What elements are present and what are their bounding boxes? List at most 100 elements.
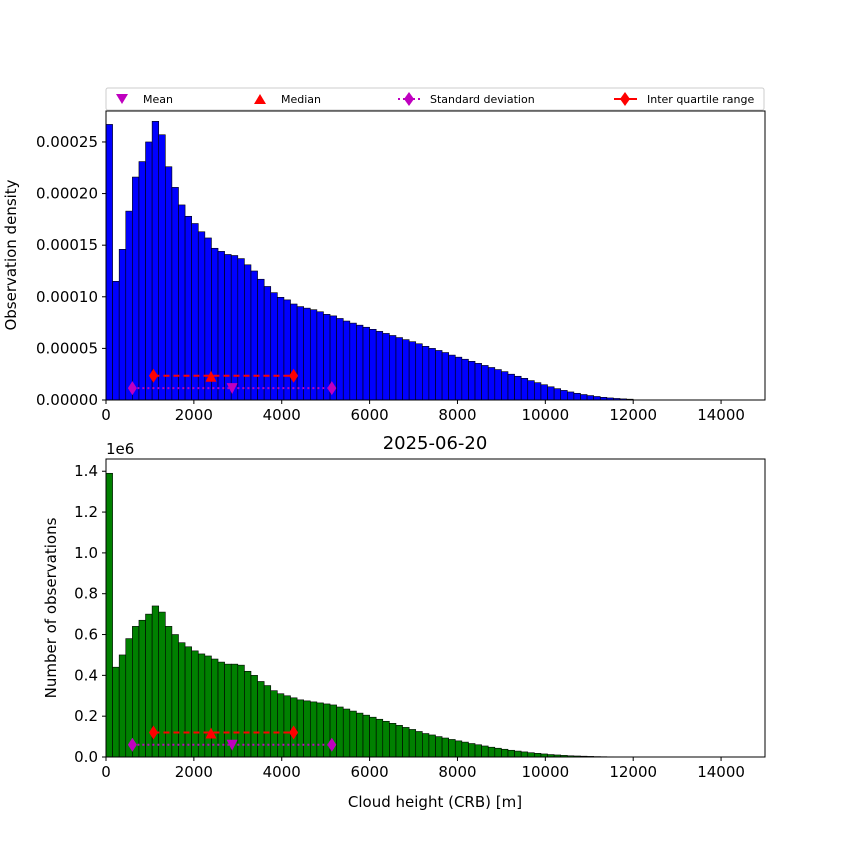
bottom-y-ticks: 0.0 0.2 0.4 0.6 0.8 1.0 1.2 1.4 [74, 462, 106, 766]
bottom-x-tick-label: 14000 [697, 763, 745, 781]
bottom-x-ticks: 0 2000 4000 6000 8000 10000 12000 14000 [101, 757, 745, 781]
bottom-bar [395, 725, 403, 758]
top-bar [151, 121, 160, 401]
top-bar [448, 354, 456, 401]
top-bar [224, 254, 232, 401]
top-bar [250, 270, 258, 401]
bottom-bar [408, 729, 417, 758]
bottom-mean-marker [226, 739, 238, 751]
bottom-bar [487, 746, 496, 758]
legend-mean-marker [116, 94, 128, 104]
top-x-ticks: 0 2000 4000 6000 8000 10000 12000 14000 [101, 400, 745, 424]
top-bar [158, 134, 166, 401]
bottom-bar [211, 658, 219, 758]
bottom-y-tick-label: 1.2 [74, 503, 98, 521]
bottom-bar [369, 716, 377, 758]
top-bar [178, 204, 186, 401]
bottom-bar [468, 743, 476, 758]
bottom-median-marker [205, 727, 217, 739]
legend-mean-label: Mean [143, 93, 173, 106]
bottom-title: 2025-06-20 [383, 433, 488, 454]
top-bar [270, 292, 278, 401]
bottom-bar [316, 702, 324, 758]
top-bar [309, 309, 318, 401]
top-bar [527, 380, 535, 401]
top-bar [375, 331, 384, 401]
top-bar [501, 371, 509, 401]
top-bar [454, 356, 463, 401]
top-plot-frame [105, 110, 766, 401]
bottom-bar [323, 703, 331, 758]
top-bar [277, 297, 285, 401]
legend: Mean Median Standard deviation Inter qua… [105, 87, 765, 111]
bottom-bar [461, 741, 469, 758]
top-bar [422, 346, 430, 401]
top-y-ticks: 0.00000 0.00005 0.00010 0.00015 0.00020 0.000… [36, 133, 106, 409]
top-bar [283, 299, 291, 401]
bottom-bar [375, 718, 384, 758]
top-x-tick-label: 0 [101, 406, 111, 424]
legend-item-median: Median [254, 93, 321, 106]
bottom-x-tick-label: 8000 [438, 763, 476, 781]
top-bar [125, 210, 133, 401]
top-bar [566, 391, 575, 401]
bottom-bar [494, 747, 502, 758]
top-bar [474, 363, 482, 401]
top-x-tick-label: 6000 [351, 406, 389, 424]
bottom-bar [277, 693, 285, 758]
top-y-tick-label: 0.00010 [36, 288, 98, 306]
bottom-bar [237, 664, 245, 758]
bottom-x-tick-label: 0 [101, 763, 111, 781]
bottom-bar [435, 736, 443, 758]
top-mean-marker [226, 383, 238, 395]
top-y-tick-label: 0.00015 [36, 236, 98, 254]
bottom-x-tick-label: 12000 [609, 763, 657, 781]
bottom-bar [165, 626, 173, 758]
top-bar [520, 378, 529, 401]
top-y-tick-label: 0.00005 [36, 339, 98, 357]
top-bar [369, 328, 377, 401]
bottom-bar [382, 720, 390, 758]
top-x-tick-label: 8000 [438, 406, 476, 424]
top-bar [290, 303, 298, 401]
top-bar [184, 215, 192, 401]
bottom-bar [342, 708, 351, 758]
bottom-x-axis-label: Cloud height (CRB) [m] [348, 793, 522, 811]
bottom-x-tick-label: 2000 [175, 763, 213, 781]
top-bar [389, 335, 397, 401]
legend-iqr-label: Inter quartile range [647, 93, 754, 106]
top-x-tick-label: 4000 [263, 406, 301, 424]
top-bar [540, 384, 548, 401]
top-bar [481, 365, 489, 401]
top-bar [560, 390, 568, 401]
bottom-bar [507, 749, 515, 758]
bottom-y-offset-label: 1e6 [106, 440, 134, 458]
top-bar [507, 373, 515, 401]
top-bar [395, 337, 403, 401]
top-bar [165, 166, 173, 401]
bottom-bars [105, 472, 634, 758]
top-bar [435, 350, 443, 401]
bottom-bar [112, 666, 120, 758]
top-bar [580, 394, 588, 401]
bottom-bar [514, 750, 522, 758]
top-bars [105, 121, 634, 401]
bottom-bar [349, 710, 357, 758]
top-x-tick-label: 10000 [521, 406, 569, 424]
top-bar [244, 264, 252, 401]
bottom-bar [481, 745, 489, 758]
top-bar [487, 367, 496, 401]
bottom-bar [118, 654, 127, 758]
top-x-tick-label: 12000 [609, 406, 657, 424]
top-bar [296, 306, 304, 401]
bottom-plot-frame [105, 458, 766, 758]
top-bar [362, 326, 370, 401]
bottom-y-axis-label: Number of observations [42, 517, 60, 698]
top-bar [593, 396, 601, 401]
bottom-bar [428, 734, 436, 758]
legend-item-std: Standard deviation [398, 92, 535, 106]
top-bar [553, 388, 562, 401]
bottom-y-tick-label: 0.2 [74, 707, 98, 725]
bottom-bar [171, 634, 179, 758]
top-bar [356, 324, 364, 401]
